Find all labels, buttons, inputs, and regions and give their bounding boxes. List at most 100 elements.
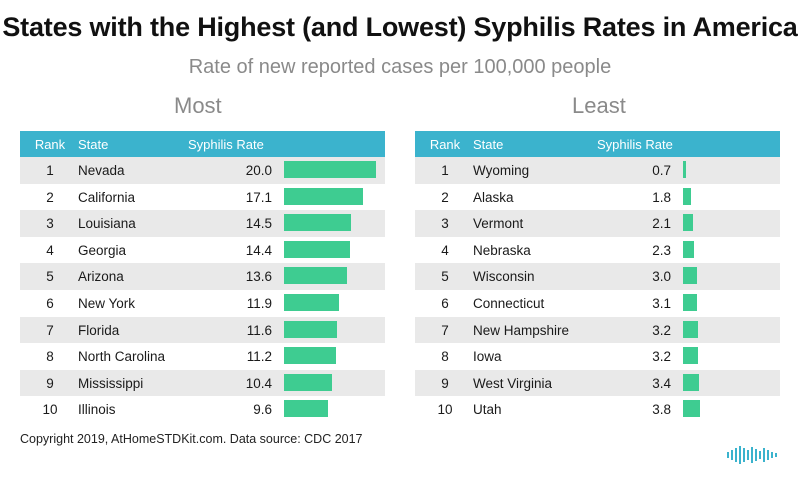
table-row: 3 Louisiana 14.5 — [20, 210, 385, 237]
rate-bar — [683, 373, 699, 391]
chart-subtitle: Rate of new reported cases per 100,000 p… — [188, 56, 612, 78]
rank-cell: 9 — [441, 375, 449, 391]
logo-bar — [747, 450, 749, 460]
table-row: 1 Nevada 20.0 — [20, 157, 385, 184]
table-row: 2 Alaska 1.8 — [415, 184, 780, 211]
logo-bar — [731, 450, 733, 460]
table-row: 7 Florida 11.6 — [20, 316, 385, 344]
table-row: 1 Wyoming 0.7 — [415, 157, 780, 184]
rate-cell: 3.2 — [652, 349, 671, 365]
most-table-body: 1 Nevada 20.0 2 California 17.1 3 Louisiana 14.5… — [20, 157, 385, 423]
state-cell: Arizona — [78, 269, 124, 285]
rate-bar — [284, 293, 339, 311]
rank-cell: 5 — [441, 269, 449, 285]
state-cell: Illinois — [78, 402, 116, 418]
table-row: 5 Arizona 13.6 — [20, 263, 385, 290]
rank-cell: 2 — [441, 189, 449, 205]
rank-cell: 2 — [46, 189, 54, 205]
table-row: 5 Wisconsin 3.0 — [415, 263, 780, 290]
table-row: 6 Connecticut 3.1 — [415, 290, 780, 317]
state-cell: New York — [78, 295, 136, 311]
rate-cell: 3.4 — [652, 375, 671, 391]
rate-cell: 3.2 — [652, 322, 671, 338]
rank-cell: 9 — [46, 375, 54, 391]
logo-bar — [743, 448, 745, 462]
table-row: 9 Mississippi 10.4 — [20, 369, 385, 397]
logo-bar — [751, 447, 753, 463]
rate-bar — [683, 161, 687, 178]
most-table: Rank State Syphilis Rate 1 Nevada 20.0 2 Cal… — [20, 131, 385, 423]
state-cell: Wyoming — [473, 163, 530, 178]
rate-cell: 11.9 — [246, 295, 272, 311]
rate-bar — [683, 320, 698, 338]
logo-bar — [739, 446, 741, 464]
rate-bar — [683, 347, 698, 365]
logo-bar — [775, 453, 777, 457]
rank-cell: 7 — [46, 322, 54, 338]
rate-cell: 3.8 — [652, 402, 671, 418]
state-cell: Iowa — [473, 349, 502, 365]
chart-title: States with the Highest (and Lowest) Syp… — [2, 12, 798, 42]
rank-cell: 6 — [441, 295, 449, 311]
rate-cell: 11.6 — [246, 322, 272, 338]
rate-bar — [284, 214, 351, 232]
least-table-header: Rank State Syphilis Rate — [415, 131, 780, 157]
logo-bar — [767, 450, 769, 460]
least-table-body: 1 Wyoming 0.7 2 Alaska 1.8 3 Vermont 2.1 4 Nebrask… — [415, 157, 780, 423]
table-row: 10 Utah 3.8 — [415, 396, 780, 423]
rate-cell: 3.1 — [652, 295, 671, 311]
rate-bar — [284, 373, 332, 391]
table-row: 4 Nebraska 2.3 — [415, 237, 780, 264]
rank-cell: 6 — [46, 295, 54, 311]
rate-cell: 2.1 — [652, 216, 671, 232]
table-row: 10 Illinois 9.6 — [20, 396, 385, 423]
state-cell: West Virginia — [473, 375, 553, 391]
rate-header: Syphilis Rate — [188, 137, 264, 152]
state-header: State — [78, 137, 109, 152]
least-section-title: Least — [572, 93, 626, 118]
rank-cell: 5 — [46, 269, 54, 285]
state-cell: New Hampshire — [473, 322, 570, 338]
state-header: State — [473, 137, 504, 152]
rate-cell: 17.1 — [245, 189, 272, 205]
state-cell: Vermont — [473, 216, 524, 232]
rate-cell: 0.7 — [652, 163, 671, 178]
rank-cell: 3 — [441, 216, 449, 232]
least-table: Rank State Syphilis Rate 1 Wyoming 0.7 2 Ala… — [415, 131, 780, 423]
state-cell: Mississippi — [78, 375, 144, 391]
rate-bar — [683, 267, 697, 285]
state-cell: Wisconsin — [473, 269, 535, 285]
rank-cell: 10 — [42, 402, 58, 418]
state-cell: Nevada — [78, 163, 125, 178]
rank-header: Rank — [34, 137, 66, 152]
rate-bar — [284, 320, 338, 338]
table-row: 2 California 17.1 — [20, 184, 385, 211]
state-cell: Connecticut — [473, 295, 545, 311]
logo-bar — [755, 449, 757, 461]
rank-cell: 7 — [441, 322, 449, 338]
rate-bar — [284, 161, 376, 178]
rate-cell: 11.2 — [246, 349, 272, 365]
state-cell: Nebraska — [473, 242, 531, 258]
rank-cell: 3 — [46, 216, 54, 232]
table-row: 8 Iowa 3.2 — [415, 343, 780, 370]
rate-cell: 9.6 — [253, 402, 272, 418]
table-row: 4 Georgia 14.4 — [20, 237, 385, 264]
logo-bar — [735, 448, 737, 462]
state-cell: Utah — [473, 402, 502, 418]
state-cell: California — [78, 189, 136, 205]
rate-bar — [683, 400, 701, 418]
most-section-title: Most — [174, 93, 222, 118]
logo-bar — [759, 451, 761, 459]
rate-bar — [284, 267, 347, 285]
rank-cell: 4 — [46, 242, 54, 258]
rate-cell: 3.0 — [652, 269, 671, 285]
table-row: 9 West Virginia 3.4 — [415, 369, 780, 397]
rate-bar — [284, 187, 363, 205]
state-cell: Louisiana — [78, 216, 136, 232]
rate-cell: 13.6 — [245, 269, 272, 285]
rate-cell: 1.8 — [652, 189, 671, 205]
table-row: 3 Vermont 2.1 — [415, 210, 780, 237]
logo-bar — [763, 448, 765, 462]
rate-bar — [683, 187, 692, 205]
